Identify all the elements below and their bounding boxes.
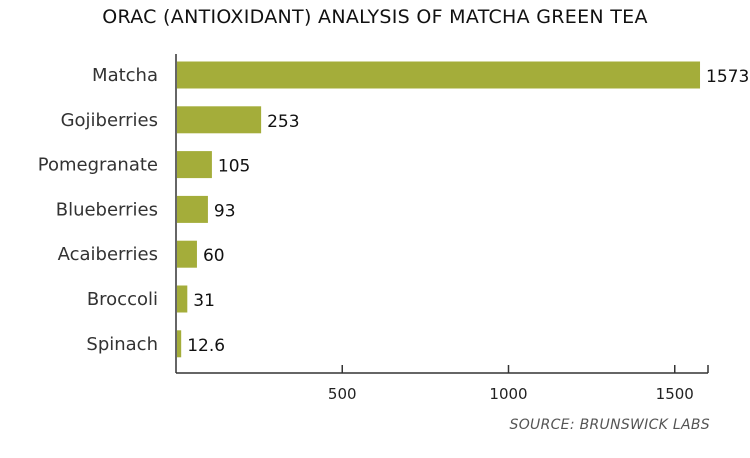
value-label: 105 bbox=[218, 157, 250, 177]
bar-broccoli bbox=[177, 285, 188, 313]
category-label: Gojiberries bbox=[61, 110, 158, 131]
bar-spinach bbox=[177, 330, 182, 358]
value-label: 31 bbox=[193, 291, 215, 311]
value-label: 60 bbox=[203, 246, 225, 266]
category-label: Acaiberries bbox=[58, 244, 158, 265]
bar-acaiberries bbox=[177, 240, 197, 268]
value-label: 1573 bbox=[706, 67, 749, 87]
bars-layer bbox=[177, 61, 701, 358]
x-tick-label: 1000 bbox=[489, 385, 527, 403]
category-label: Blueberries bbox=[56, 199, 158, 220]
bar-blueberries bbox=[177, 195, 208, 223]
category-label: Matcha bbox=[92, 65, 158, 86]
x-tick-label: 1500 bbox=[656, 385, 694, 403]
labels-layer: Matcha 1573 Gojiberries 253 Pomegranate 105 Bl… bbox=[38, 65, 750, 356]
value-label: 93 bbox=[214, 201, 236, 221]
category-label: Pomegranate bbox=[38, 155, 158, 176]
category-label: Broccoli bbox=[87, 289, 158, 310]
bar-matcha bbox=[177, 61, 701, 89]
x-tick-label: 500 bbox=[328, 385, 357, 403]
category-label: Spinach bbox=[86, 334, 158, 355]
value-label: 12.6 bbox=[187, 336, 225, 356]
bar-pomegranate bbox=[177, 151, 212, 179]
value-label: 253 bbox=[267, 112, 299, 132]
chart-title: ORAC (ANTIOXIDANT) ANALYSIS OF MATCHA GR… bbox=[102, 6, 648, 28]
source-note: SOURCE: BRUNSWICK LABS bbox=[509, 417, 710, 433]
axes-layer: 500 1000 1500 bbox=[175, 54, 709, 403]
bar-gojiberries bbox=[177, 106, 262, 134]
